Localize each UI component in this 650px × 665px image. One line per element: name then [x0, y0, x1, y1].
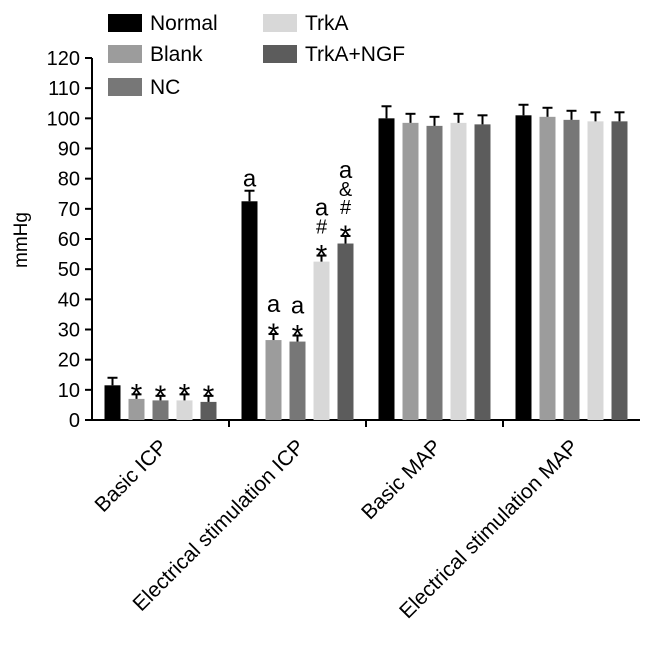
- bar-normal: [515, 115, 532, 421]
- y-tick-label: 50: [58, 259, 80, 281]
- legend-label: TrkA+NGF: [305, 43, 405, 66]
- significance-marker: *: [292, 320, 304, 353]
- legend-swatch: [108, 14, 142, 32]
- legend-swatch: [108, 78, 142, 96]
- legend-label: Blank: [150, 43, 203, 66]
- bar-trka-ngf: [337, 243, 354, 420]
- bar-blank: [402, 122, 419, 420]
- y-tick-label: 120: [47, 48, 80, 70]
- significance-marker: *: [155, 380, 167, 413]
- significance-marker: a: [243, 166, 257, 193]
- legend-swatch: [108, 45, 142, 63]
- y-tick-label: 100: [47, 108, 80, 130]
- x-tick-label: Basic MAP: [357, 435, 446, 524]
- significance-marker: *: [316, 240, 328, 273]
- y-tick-label: 110: [48, 78, 80, 100]
- bar-trka: [313, 261, 330, 420]
- significance-marker: *: [268, 318, 280, 351]
- significance-marker: *: [340, 220, 352, 253]
- y-tick-label: 70: [58, 199, 80, 221]
- bar-trka: [587, 121, 604, 420]
- y-tick-label: 0: [69, 410, 80, 432]
- significance-marker: &: [339, 179, 353, 201]
- y-axis-label: mmHg: [11, 212, 32, 268]
- significance-marker: *: [131, 378, 143, 411]
- y-tick-label: 30: [58, 320, 80, 342]
- bar-blank: [265, 340, 282, 420]
- significance-marker: a: [291, 293, 305, 320]
- bar-trka-ngf: [200, 401, 217, 420]
- bar-normal: [378, 118, 395, 420]
- bar-groups: * * * *a*a*a*#a*#&a: [104, 103, 628, 421]
- bar-normal: [104, 385, 121, 420]
- legend-swatch: [263, 14, 297, 32]
- significance-marker: *: [179, 378, 191, 411]
- bar-trka: [176, 400, 193, 420]
- significance-marker: #: [316, 217, 328, 239]
- significance-marker: *: [203, 380, 215, 413]
- bar-nc: [563, 119, 580, 420]
- bar-trka: [450, 122, 467, 420]
- y-tick-label: 60: [58, 229, 80, 251]
- bar-nc: [426, 125, 443, 420]
- legend-label: NC: [150, 76, 180, 99]
- bar-nc: [289, 341, 306, 420]
- y-tick-label: 80: [58, 169, 80, 191]
- significance-marker: a: [315, 195, 329, 222]
- legend-label: TrkA: [305, 12, 349, 35]
- significance-marker: #: [340, 197, 352, 219]
- y-tick-label: 90: [58, 139, 80, 161]
- bar-blank: [539, 116, 556, 420]
- legend-swatch: [263, 45, 297, 63]
- legend: Normal Blank NC TrkA TrkA+NGF: [108, 12, 405, 99]
- y-tick-label: 40: [58, 289, 80, 311]
- y-tick-label: 20: [58, 350, 80, 372]
- bar-trka-ngf: [474, 124, 491, 420]
- bar-nc: [152, 400, 169, 420]
- legend-label: Normal: [150, 12, 218, 35]
- bar-normal: [241, 201, 258, 420]
- bar-trka-ngf: [611, 121, 628, 420]
- y-tick-label: 10: [58, 380, 80, 402]
- significance-marker: a: [339, 157, 353, 184]
- significance-marker: a: [267, 291, 281, 318]
- bar-blank: [128, 398, 145, 420]
- x-tick-label: Basic ICP: [91, 435, 172, 516]
